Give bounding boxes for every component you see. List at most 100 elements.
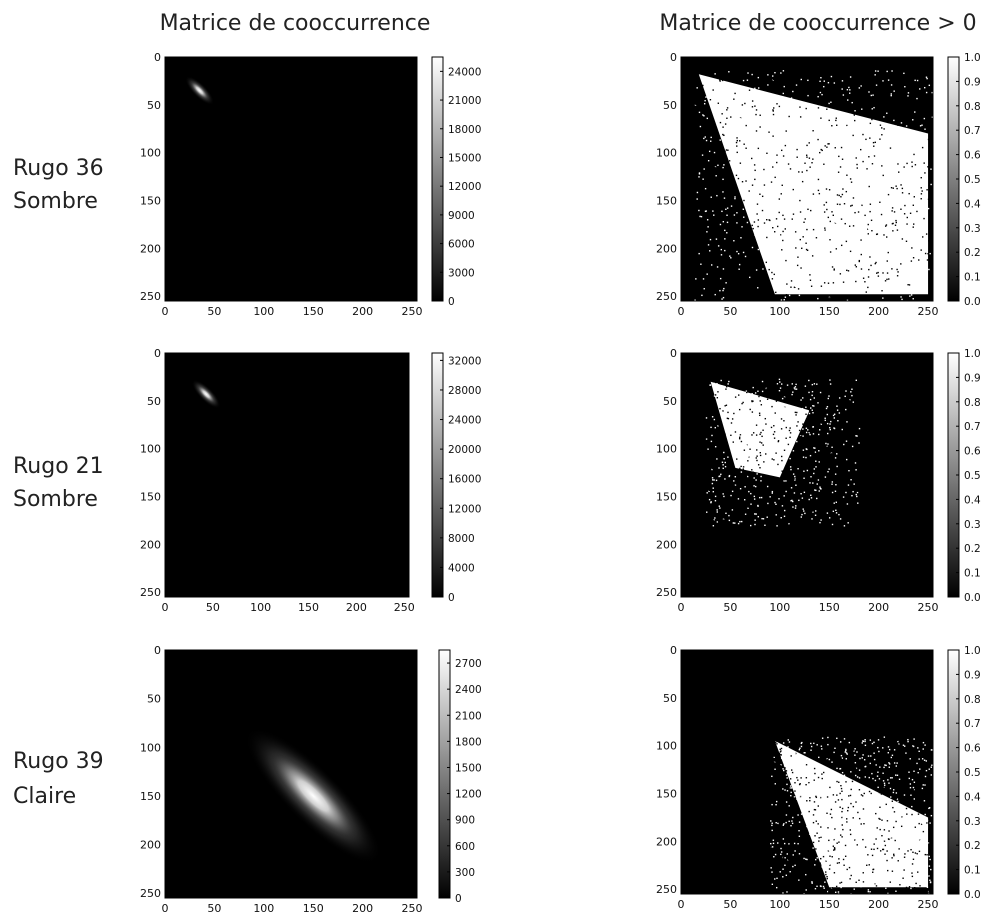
speckle [843,876,845,879]
speckle [918,850,921,853]
speckle [790,825,792,827]
speckle [755,513,757,515]
speckle [841,158,844,160]
speckle [746,506,748,508]
speckle [869,875,872,877]
speckle [769,496,771,498]
speckle [892,826,895,829]
speckle [884,280,887,282]
colorbar-tick-label: 24000 [448,415,481,427]
speckle [724,274,726,276]
speckle [777,117,779,119]
speckle [811,409,813,411]
speckle [699,185,701,187]
speckle [696,177,698,180]
speckle [799,238,801,241]
speckle [771,846,774,848]
speckle [717,164,719,167]
speckle [910,71,912,73]
speckle [776,743,778,745]
speckle [784,409,787,411]
speckle [765,453,767,455]
speckle [802,236,804,238]
speckle [881,854,883,856]
y-tick-label: 100 [140,741,161,754]
speckle [871,208,874,211]
speckle [746,93,748,95]
speckle [798,409,800,411]
speckle [773,459,775,461]
speckle [881,835,883,837]
speckle [796,411,798,414]
speckle [807,94,809,97]
speckle [749,276,751,279]
speckle [926,736,928,739]
speckle [753,485,755,487]
speckle [902,847,905,849]
speckle [772,75,774,77]
speckle [754,519,756,521]
speckle [920,198,922,200]
speckle [827,81,830,84]
speckle [720,248,723,251]
speckle [889,213,891,216]
speckle [782,289,785,291]
speckle [734,479,736,481]
speckle [841,279,843,281]
speckle [846,124,848,127]
speckle [805,764,808,766]
speckle [785,451,788,454]
speckle [811,741,814,743]
speckle [801,407,804,410]
speckle [812,482,814,484]
speckle [867,136,869,139]
speckle [856,287,859,290]
speckle [874,72,876,74]
speckle [720,452,723,454]
speckle [888,782,890,784]
speckle [906,813,908,815]
speckle [730,422,733,424]
speckle [920,187,922,189]
speckle [786,215,789,217]
speckle [858,817,861,820]
speckle [781,291,783,293]
speckle [724,123,727,125]
speckle [914,772,917,774]
speckle [907,92,910,94]
y-tick-label: 250 [140,887,161,900]
speckle [784,223,786,225]
speckle [903,72,905,75]
speckle [860,749,862,752]
speckle [886,278,888,281]
speckle [702,84,704,87]
speckle [849,783,852,786]
speckle [867,778,869,781]
speckle [839,226,841,229]
speckle [908,125,911,128]
speckle [739,202,741,205]
speckle [806,746,808,748]
speckle [819,90,821,92]
speckle [756,413,759,415]
speckle [805,438,807,440]
speckle [695,119,697,122]
speckle [717,439,720,441]
speckle [694,299,696,301]
speckle [772,110,774,112]
speckle [791,882,793,885]
speckle [914,777,917,779]
speckle [745,424,747,426]
speckle [800,777,802,779]
speckle [759,452,761,454]
speckle [782,824,785,826]
speckle [869,762,871,765]
speckle [746,427,749,430]
speckle [699,215,701,218]
speckle [782,876,784,878]
speckle [758,391,760,393]
speckle [878,84,881,86]
speckle [870,752,873,754]
speckle [860,823,862,825]
speckle [800,399,802,401]
